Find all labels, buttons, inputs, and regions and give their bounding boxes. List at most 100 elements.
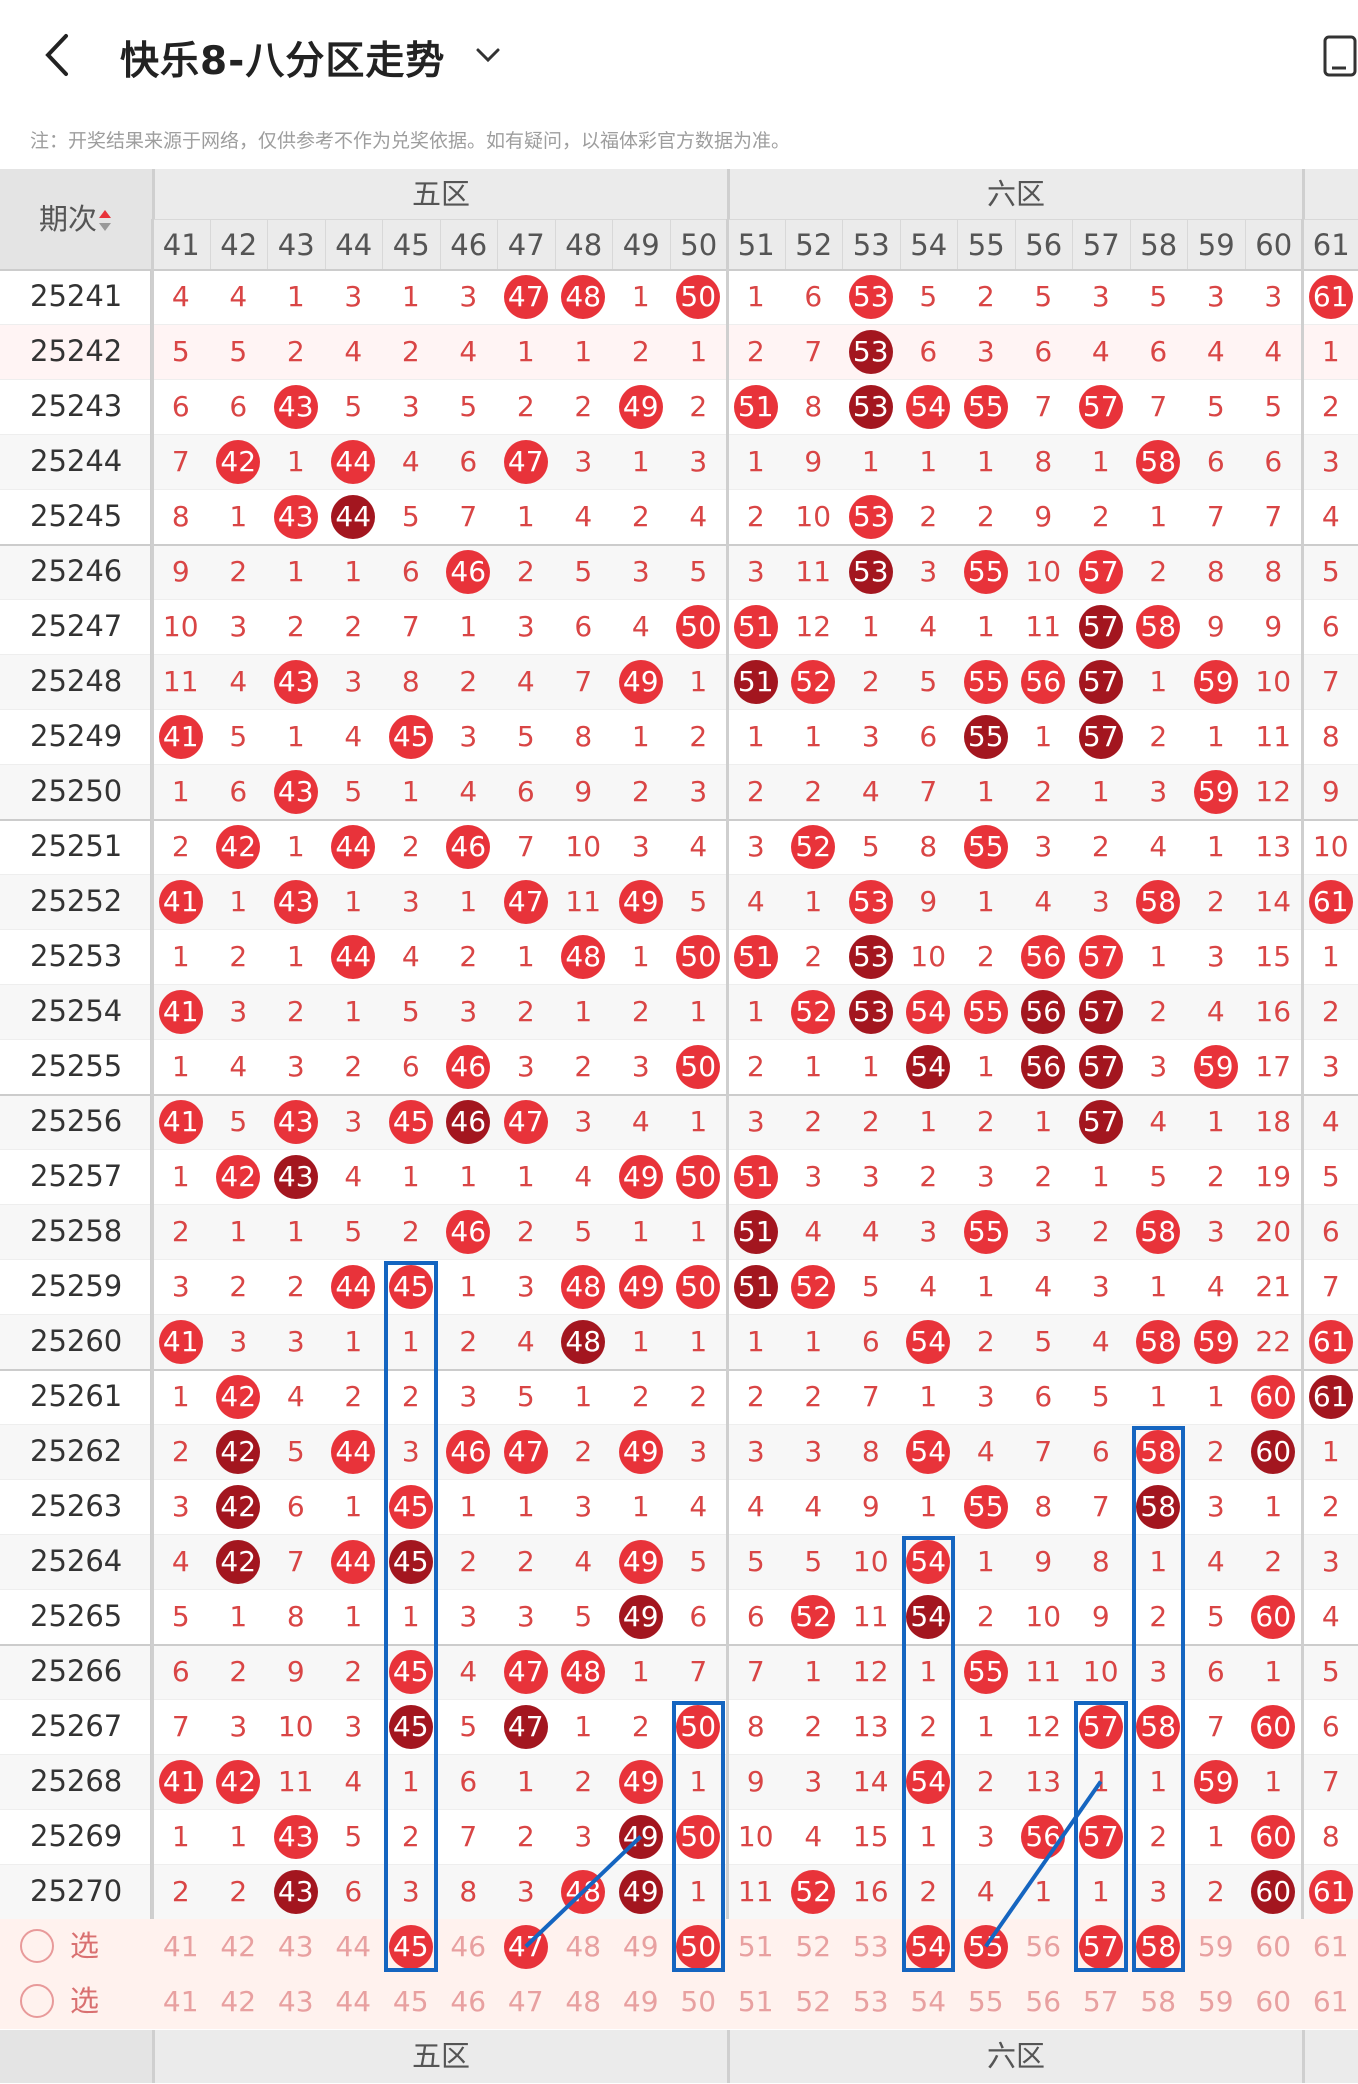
- select-number[interactable]: 48: [565, 1985, 602, 2018]
- selected-number-ball[interactable]: 57: [1078, 1924, 1123, 1969]
- drawn-number-ball: 52: [791, 1264, 836, 1309]
- select-number[interactable]: 52: [795, 1985, 832, 2018]
- select-number[interactable]: 49: [622, 1985, 659, 2018]
- select-number[interactable]: 56: [1025, 1930, 1062, 1963]
- miss-count: 1: [804, 1655, 823, 1688]
- miss-count: 2: [804, 940, 823, 973]
- selected-number-ball[interactable]: 45: [388, 1924, 433, 1969]
- select-radio[interactable]: [20, 1984, 54, 2018]
- miss-count: 7: [516, 830, 535, 863]
- select-number[interactable]: 53: [852, 1930, 889, 1963]
- drawn-number-ball: 41: [158, 989, 203, 1034]
- miss-count: 5: [861, 830, 880, 863]
- miss-count: 5: [861, 1270, 880, 1303]
- miss-count: 2: [804, 1105, 823, 1138]
- phone-icon[interactable]: [1322, 34, 1358, 78]
- miss-count: 1: [689, 665, 708, 698]
- miss-count: 3: [1206, 940, 1225, 973]
- select-number[interactable]: 42: [220, 1930, 257, 1963]
- miss-count: 2: [976, 1600, 995, 1633]
- select-number[interactable]: 48: [565, 1930, 602, 1963]
- miss-count: 6: [804, 280, 823, 313]
- chevron-left-icon[interactable]: [38, 30, 84, 80]
- select-number[interactable]: 47: [507, 1985, 544, 2018]
- miss-count: 3: [1149, 1050, 1168, 1083]
- select-number[interactable]: 53: [852, 1985, 889, 2018]
- select-number[interactable]: 61: [1312, 1985, 1349, 2018]
- select-number[interactable]: 49: [622, 1930, 659, 1963]
- miss-count: 1: [516, 940, 535, 973]
- drawn-number-ball: 52: [791, 1869, 836, 1914]
- app-header: 快乐8-八分区走势: [0, 0, 1358, 112]
- column-header: 48: [554, 219, 612, 269]
- miss-count: 1: [401, 280, 420, 313]
- drawn-number-ball: 41: [158, 879, 203, 924]
- miss-count: 12: [795, 610, 832, 643]
- drawn-number-ball: 43: [273, 494, 318, 539]
- select-number[interactable]: 54: [910, 1985, 947, 2018]
- drawn-number-ball: 51: [733, 934, 778, 979]
- select-number[interactable]: 44: [335, 1930, 372, 1963]
- miss-count: 2: [976, 500, 995, 533]
- select-number[interactable]: 52: [795, 1930, 832, 1963]
- select-number[interactable]: 42: [220, 1985, 257, 2018]
- miss-count: 6: [1264, 445, 1283, 478]
- miss-count: 4: [286, 1380, 305, 1413]
- select-number[interactable]: 50: [680, 1985, 717, 2018]
- miss-count: 1: [1149, 1380, 1168, 1413]
- select-number[interactable]: 41: [162, 1985, 199, 2018]
- miss-count: 8: [919, 830, 938, 863]
- select-number[interactable]: 45: [392, 1985, 429, 2018]
- selected-number-ball[interactable]: 58: [1136, 1924, 1181, 1969]
- miss-count: 1: [171, 775, 190, 808]
- miss-count: 4: [631, 610, 650, 643]
- period-header: 期次: [0, 169, 152, 269]
- chevron-down-icon[interactable]: [472, 40, 504, 70]
- sort-icon[interactable]: [97, 202, 113, 236]
- miss-count: 7: [746, 1655, 765, 1688]
- miss-count: 1: [516, 335, 535, 368]
- miss-count: 1: [861, 610, 880, 643]
- miss-count: 9: [746, 1765, 765, 1798]
- select-radio[interactable]: [20, 1929, 54, 1963]
- select-number[interactable]: 44: [335, 1985, 372, 2018]
- select-number[interactable]: 59: [1197, 1985, 1234, 2018]
- miss-count: 2: [1149, 995, 1168, 1028]
- select-number[interactable]: 41: [162, 1930, 199, 1963]
- miss-count: 4: [344, 1765, 363, 1798]
- select-number[interactable]: 59: [1197, 1930, 1234, 1963]
- miss-count: 3: [574, 445, 593, 478]
- miss-count: 1: [1149, 1270, 1168, 1303]
- miss-count: 2: [1321, 995, 1340, 1028]
- selected-number-ball[interactable]: 54: [906, 1924, 951, 1969]
- miss-count: 4: [631, 1105, 650, 1138]
- miss-count: 4: [1206, 995, 1225, 1028]
- select-number[interactable]: 58: [1140, 1985, 1177, 2018]
- select-number[interactable]: 51: [737, 1930, 774, 1963]
- miss-count: 1: [976, 775, 995, 808]
- miss-count: 21: [1255, 1270, 1292, 1303]
- select-number[interactable]: 60: [1255, 1985, 1292, 2018]
- miss-count: 8: [1321, 1820, 1340, 1853]
- miss-count: 1: [1149, 500, 1168, 533]
- miss-count: 5: [919, 280, 938, 313]
- column-header: 47: [497, 219, 555, 269]
- select-number[interactable]: 60: [1255, 1930, 1292, 1963]
- select-number[interactable]: 57: [1082, 1985, 1119, 2018]
- select-number[interactable]: 56: [1025, 1985, 1062, 2018]
- miss-count: 4: [746, 1490, 765, 1523]
- miss-count: 1: [1034, 1105, 1053, 1138]
- miss-count: 1: [1091, 1875, 1110, 1908]
- select-number[interactable]: 43: [277, 1985, 314, 2018]
- drawn-number-ball: 55: [963, 1649, 1008, 1694]
- select-number[interactable]: 55: [967, 1985, 1004, 2018]
- drawn-number-ball: 41: [158, 1759, 203, 1804]
- select-number[interactable]: 43: [277, 1930, 314, 1963]
- selected-number-ball[interactable]: 50: [676, 1924, 721, 1969]
- select-number[interactable]: 46: [450, 1930, 487, 1963]
- select-number[interactable]: 51: [737, 1985, 774, 2018]
- select-number[interactable]: 61: [1312, 1930, 1349, 1963]
- drawn-number-ball: 58: [1136, 1704, 1181, 1749]
- select-number[interactable]: 46: [450, 1985, 487, 2018]
- miss-count: 3: [689, 445, 708, 478]
